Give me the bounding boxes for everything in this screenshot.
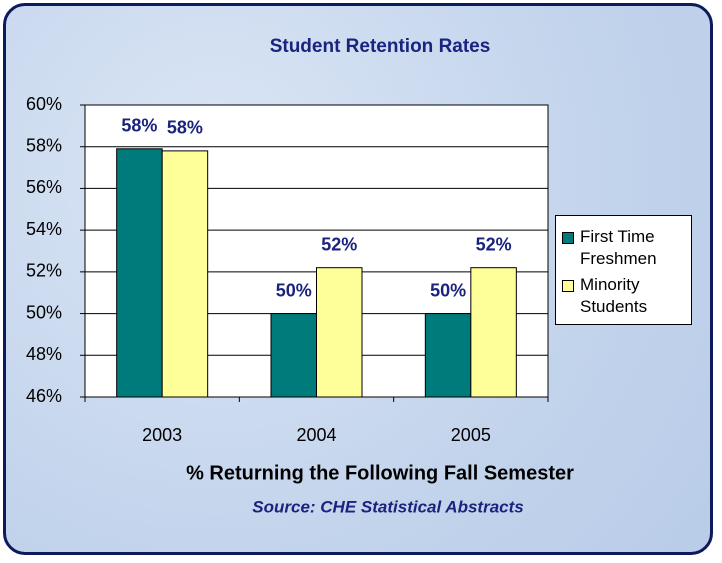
y-tick-label: 58% — [26, 135, 62, 155]
legend-entry: Minority Students — [562, 274, 685, 318]
bar — [270, 313, 317, 398]
data-label: 52% — [321, 234, 357, 254]
bar — [161, 150, 209, 398]
x-axis-title: % Returning the Following Fall Semester — [186, 462, 574, 484]
y-tick-label: 54% — [26, 219, 62, 239]
legend-entry: First Time Freshmen — [562, 226, 685, 270]
bar — [424, 313, 472, 398]
data-label: 58% — [167, 118, 203, 138]
y-tick-label: 52% — [26, 261, 62, 281]
bar — [316, 267, 363, 398]
data-label: 50% — [276, 280, 312, 300]
data-label: 52% — [476, 234, 512, 254]
x-tick-label: 2003 — [142, 425, 182, 445]
data-label: 50% — [430, 280, 466, 300]
chart-title: Student Retention Rates — [270, 36, 491, 57]
legend-label: First Time Freshmen — [580, 227, 657, 268]
bar — [470, 267, 517, 398]
legend-label: Minority Students — [580, 275, 648, 316]
subtitle: Source: CHE Statistical Abstracts — [252, 497, 523, 516]
x-tick-label: 2005 — [451, 425, 491, 445]
data-label: 58% — [121, 116, 157, 136]
y-tick-label: 50% — [26, 302, 62, 322]
legend: First Time Freshmen Minority Students — [555, 215, 692, 325]
bar — [116, 148, 163, 398]
y-tick-label: 60% — [26, 94, 62, 114]
legend-swatch — [562, 280, 574, 292]
x-tick-label: 2004 — [296, 425, 336, 445]
y-tick-label: 56% — [26, 177, 62, 197]
y-tick-label: 46% — [26, 386, 62, 406]
legend-swatch — [562, 232, 574, 244]
y-tick-label: 48% — [26, 344, 62, 364]
